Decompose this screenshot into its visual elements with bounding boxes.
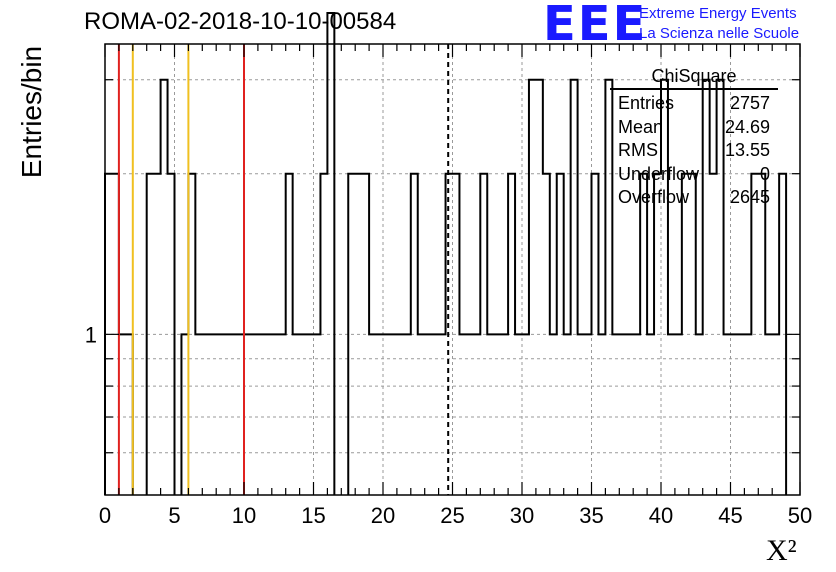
stats-value: 0 (759, 163, 770, 184)
stats-value: 2757 (729, 93, 770, 113)
chart-title: ROMA-02-2018-10-10-00584 (84, 8, 397, 35)
stats-value: 24.69 (724, 116, 770, 137)
x-tick-label: 10 (232, 503, 256, 528)
y-axis-label: Entries/bin (16, 45, 47, 179)
stats-label: Entries (618, 93, 675, 113)
x-tick-label: 40 (649, 503, 673, 528)
logo-line-1: Extreme Energy Events (639, 5, 797, 22)
stats-row-entries: Entries 2757 (610, 92, 778, 116)
x-tick-label: 5 (168, 503, 180, 528)
stats-label: Underflow (618, 163, 700, 184)
stats-label: RMS (618, 140, 658, 160)
stats-box: ChiSquare Entries 2757 Mean 24.69 RMS 13.55… (610, 66, 778, 210)
stats-value: 13.55 (724, 140, 770, 160)
stats-row-underflow: Underflow 0 (610, 163, 778, 187)
stats-title: ChiSquare (610, 66, 778, 90)
x-axis-label: X² (766, 534, 797, 567)
x-tick-label: 35 (579, 503, 603, 528)
stats-label: Mean (618, 116, 664, 137)
x-tick-label: 25 (440, 503, 464, 528)
stats-row-mean: Mean 24.69 (610, 116, 778, 140)
x-tick-label: 15 (301, 503, 325, 528)
y-tick-label: 1 (85, 322, 97, 347)
stats-row-rms: RMS 13.55 (610, 139, 778, 163)
x-tick-label: 30 (510, 503, 534, 528)
x-tick-label: 0 (99, 503, 111, 528)
logo-mark: EEE (543, 0, 648, 52)
stats-value: 2645 (729, 187, 770, 207)
stats-row-overflow: Overflow 2645 (610, 186, 778, 210)
logo-line-2: La Scienza nelle Scuole (639, 25, 800, 42)
x-tick-label: 50 (788, 503, 812, 528)
stats-label: Overflow (618, 187, 690, 207)
x-tick-label: 45 (718, 503, 742, 528)
x-tick-label: 20 (371, 503, 395, 528)
